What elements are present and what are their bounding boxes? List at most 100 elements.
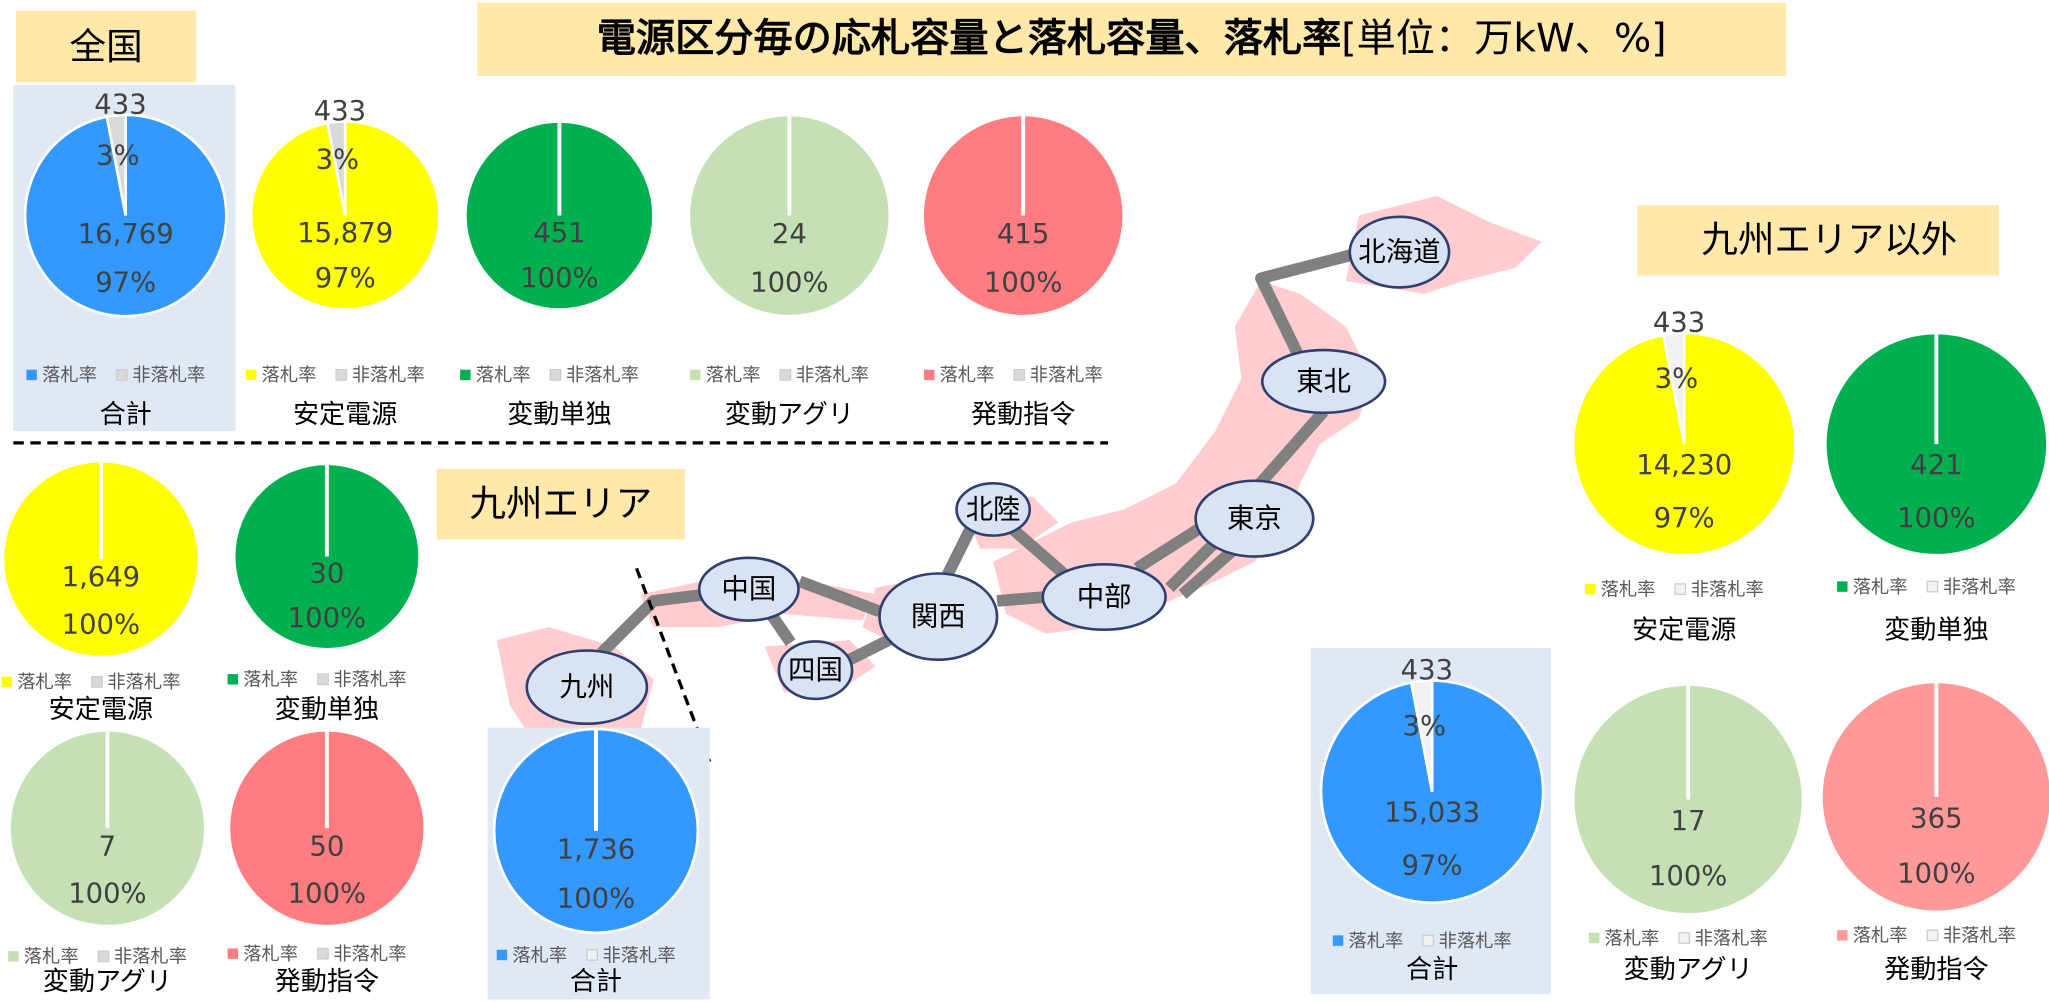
legend-label: 非落札率	[333, 944, 406, 965]
map-node-label: 九州	[559, 672, 614, 703]
chart-title: 変動アグリ	[43, 967, 172, 997]
data-label: 100%	[62, 609, 140, 640]
amount-label: 15,879	[297, 218, 393, 249]
chart-title: 変動アグリ	[1624, 955, 1753, 985]
legend-label: 非落札率	[1695, 928, 1768, 949]
data-label: 100%	[68, 878, 146, 909]
chart-title: 変動単独	[507, 400, 611, 430]
section-box	[1637, 205, 2000, 276]
legend-swatch	[1588, 932, 1600, 944]
map-node	[1348, 215, 1451, 289]
data-label: 3%	[316, 144, 360, 175]
chart-title: 変動アグリ	[725, 400, 854, 430]
legend-swatch	[1837, 581, 1848, 592]
legend-label: 非落札率	[333, 670, 406, 691]
data-label: 3%	[96, 141, 140, 172]
pie-slice	[1409, 679, 1434, 792]
legend-swatch	[1674, 583, 1687, 596]
legend-label: 落札率	[706, 365, 761, 386]
legend-label: 落札率	[262, 365, 317, 386]
legend-swatch	[1013, 369, 1026, 381]
section-box	[436, 468, 685, 540]
legend-label: 非落札率	[1943, 926, 2016, 947]
legend-swatch	[496, 949, 508, 961]
chart-title: 変動単独	[275, 695, 379, 725]
amount-label: 415	[997, 219, 1049, 250]
legend-label: 非落札率	[107, 672, 180, 693]
data-label: 97%	[95, 267, 156, 298]
legend-swatch	[779, 369, 792, 381]
chart-title: 安定電源	[49, 695, 153, 725]
chart-title: 発動指令	[275, 967, 379, 997]
legend-swatch	[460, 369, 471, 381]
legend-label: 非落札率	[352, 365, 425, 386]
legend-label: 非落札率	[796, 365, 869, 386]
chart-title: 合計	[1406, 955, 1458, 985]
legend-swatch	[1584, 583, 1596, 595]
title-box	[477, 2, 1787, 76]
map-node-label: 関西	[911, 601, 966, 632]
map-node	[777, 640, 854, 701]
legend-swatch	[586, 949, 598, 961]
section-label: 九州エリア	[469, 482, 652, 525]
legend-label: 落札率	[17, 672, 72, 693]
chart-title: 合計	[570, 967, 622, 997]
data-label: 100%	[1897, 859, 1975, 890]
amount-label: 7	[99, 831, 116, 862]
amount-label: 433	[1401, 655, 1453, 686]
map-node	[1194, 479, 1315, 558]
data-label: 3%	[1402, 711, 1446, 742]
legend-swatch	[690, 369, 701, 381]
legend-swatch	[1, 676, 13, 688]
legend-label: 非落札率	[1030, 365, 1103, 386]
amount-label: 433	[314, 96, 366, 127]
legend-label: 落札率	[1348, 931, 1403, 952]
amount-label: 433	[1653, 307, 1705, 338]
chart-title: 安定電源	[1632, 615, 1736, 645]
legend-label: 落札率	[243, 670, 298, 691]
amount-label: 16,769	[78, 219, 174, 250]
legend-label: 非落札率	[1943, 577, 2016, 598]
data-label: 100%	[288, 603, 366, 634]
amount-label: 50	[309, 831, 344, 862]
legend-label: 落札率	[1601, 579, 1656, 600]
legend-swatch	[1926, 580, 1939, 593]
data-label: 100%	[1649, 861, 1727, 892]
legend-label: 非落札率	[1691, 579, 1764, 600]
legend-swatch	[8, 951, 19, 962]
map-node-label: 東北	[1296, 366, 1351, 397]
amount-label: 15,033	[1384, 797, 1480, 828]
pie-slice	[326, 120, 347, 216]
legend-label: 落札率	[1853, 926, 1908, 947]
title-main: 電源区分毎の応札容量と落札容量、落札率	[597, 16, 1342, 61]
title: 電源区分毎の応札容量と落札容量、落札率[単位：万kW、%]	[597, 16, 1667, 61]
map-node-label: 北陸	[966, 494, 1021, 525]
legend-swatch	[1422, 934, 1435, 947]
map-node	[1260, 348, 1387, 415]
legend-swatch	[923, 369, 935, 381]
data-label: 97%	[315, 263, 376, 294]
map-node-label: 四国	[788, 655, 843, 686]
chart-title: 合計	[100, 400, 152, 430]
chart-title: 変動単独	[1884, 615, 1988, 645]
data-label: 100%	[750, 267, 828, 298]
legend-swatch	[1837, 930, 1848, 941]
legend-label: 落札率	[512, 945, 567, 966]
chart-title: 発動指令	[1884, 955, 1988, 985]
legend-swatch	[26, 369, 37, 381]
title-unit: [単位：万kW、%]	[1341, 16, 1666, 61]
data-label: 3%	[1655, 363, 1699, 394]
amount-label: 24	[772, 219, 807, 250]
legend-label: 落札率	[243, 944, 298, 965]
pie-slice	[1661, 331, 1686, 445]
legend-label: 落札率	[940, 365, 995, 386]
legend-swatch	[1678, 932, 1691, 944]
legend-swatch	[335, 369, 348, 381]
data-label: 100%	[1897, 503, 1975, 534]
legend-label: 落札率	[476, 365, 531, 386]
data-label: 97%	[1654, 503, 1715, 534]
map-node	[1041, 563, 1167, 631]
legend-swatch	[227, 674, 239, 685]
